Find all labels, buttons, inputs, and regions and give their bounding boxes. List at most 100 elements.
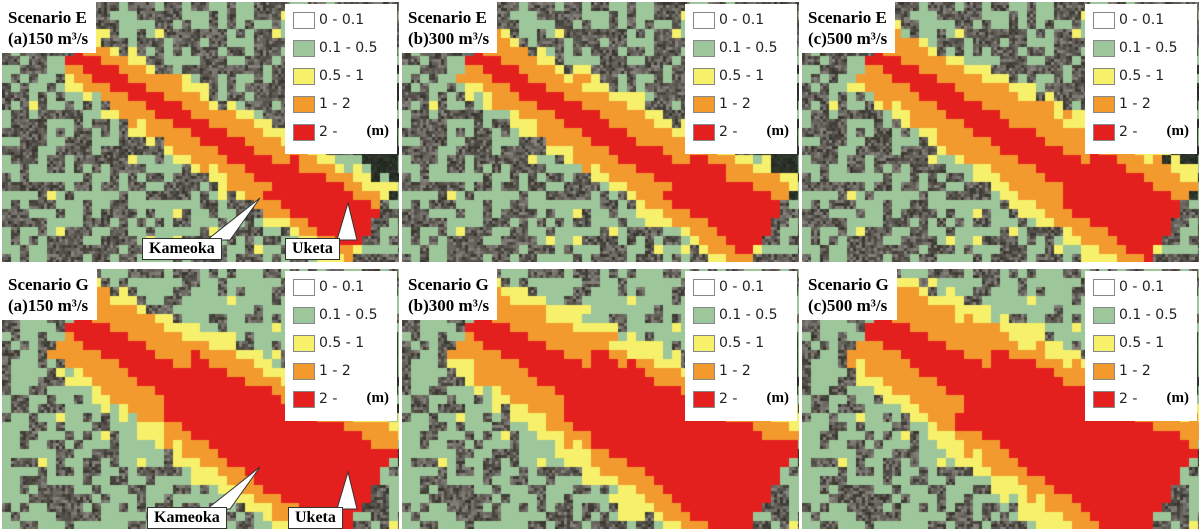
panel-title: Scenario G (a)150 m³/s [2, 269, 97, 320]
legend-label: 0.5 - 1 [1119, 68, 1165, 84]
legend-label: 0.1 - 0.5 [319, 40, 378, 56]
legend-label: 1 - 2 [1119, 96, 1151, 112]
legend-item: 2 - [693, 122, 737, 142]
kameoka-pointer [205, 197, 261, 241]
legend-item: 0.5 - 1 [1093, 66, 1164, 86]
discharge-label: (b)300 m³/s [408, 29, 490, 48]
legend-swatch [1093, 362, 1115, 380]
legend-swatch [693, 306, 715, 324]
legend-label: 0.1 - 0.5 [719, 307, 778, 323]
legend-swatch [293, 123, 315, 141]
legend-label: 2 - [1119, 124, 1138, 140]
legend-label: 2 - [319, 391, 338, 407]
legend-label: 0 - 0.1 [1119, 279, 1165, 295]
legend-swatch [693, 334, 715, 352]
legend-swatch [693, 278, 715, 296]
legend-swatch [293, 39, 315, 57]
depth-legend: 0 - 0.1 0.1 - 0.5 0.5 - 1 1 - 2 2 - (m) [1085, 271, 1197, 421]
uketa-pointer [336, 201, 358, 241]
depth-legend: 0 - 0.1 0.1 - 0.5 0.5 - 1 1 - 2 2 - (m) [285, 271, 397, 421]
uketa-label: Uketa [285, 238, 340, 260]
legend-label: 0.5 - 1 [719, 335, 765, 351]
legend-swatch [293, 390, 315, 408]
legend-label: 2 - [319, 124, 338, 140]
legend-item: 1 - 2 [293, 361, 351, 381]
uketa-pointer [336, 470, 358, 510]
map-panel-e-a: Scenario E (a)150 m³/s 0 - 0.1 0.1 - 0.5 0… [2, 2, 399, 262]
depth-legend: 0 - 0.1 0.1 - 0.5 0.5 - 1 1 - 2 2 - (m) [685, 4, 797, 154]
legend-swatch [693, 95, 715, 113]
legend-item: 0 - 0.1 [693, 10, 764, 30]
legend-label: 0.1 - 0.5 [719, 40, 778, 56]
legend-swatch [1093, 95, 1115, 113]
depth-legend: 0 - 0.1 0.1 - 0.5 0.5 - 1 1 - 2 2 - (m) [685, 271, 797, 421]
legend-item: 0 - 0.1 [693, 277, 764, 297]
legend-item: 0.1 - 0.5 [293, 38, 377, 58]
legend-label: 0 - 0.1 [719, 279, 765, 295]
legend-label: 0.5 - 1 [1119, 335, 1165, 351]
legend-unit: (m) [1166, 123, 1190, 139]
legend-label: 0.5 - 1 [719, 68, 765, 84]
panel-title: Scenario E (b)300 m³/s [402, 2, 498, 53]
legend-swatch [1093, 67, 1115, 85]
legend-item: 2 - [1093, 122, 1137, 142]
uketa-label: Uketa [288, 507, 343, 529]
legend-item: 1 - 2 [1093, 361, 1151, 381]
discharge-label: (a)150 m³/s [8, 29, 89, 48]
legend-item: 0 - 0.1 [293, 277, 364, 297]
legend-swatch [693, 123, 715, 141]
legend-swatch [1093, 123, 1115, 141]
legend-label: 0 - 0.1 [719, 12, 765, 28]
legend-swatch [693, 67, 715, 85]
legend-item: 0.5 - 1 [693, 66, 764, 86]
map-panel-g-b: Scenario G (b)300 m³/s 0 - 0.1 0.1 - 0.5 0… [402, 269, 799, 529]
legend-label: 0.1 - 0.5 [1119, 40, 1178, 56]
place-pointers [205, 466, 358, 510]
legend-label: 2 - [719, 124, 738, 140]
legend-label: 1 - 2 [319, 363, 351, 379]
legend-unit: (m) [1166, 390, 1190, 406]
legend-swatch [293, 11, 315, 29]
legend-swatch [1093, 278, 1115, 296]
legend-label: 1 - 2 [319, 96, 351, 112]
discharge-label: (b)300 m³/s [408, 296, 490, 315]
legend-item: 0.1 - 0.5 [693, 38, 777, 58]
legend-swatch [293, 306, 315, 324]
legend-swatch [293, 362, 315, 380]
legend-swatch [693, 362, 715, 380]
legend-label: 0.1 - 0.5 [319, 307, 378, 323]
depth-legend: 0 - 0.1 0.1 - 0.5 0.5 - 1 1 - 2 2 - (m) [285, 4, 397, 154]
scenario-label: Scenario G [808, 275, 889, 294]
scenario-label: Scenario G [8, 275, 89, 294]
legend-unit: (m) [766, 123, 790, 139]
panel-title: Scenario E (c)500 m³/s [802, 2, 896, 53]
legend-item: 0.5 - 1 [293, 333, 364, 353]
legend-swatch [693, 390, 715, 408]
legend-item: 2 - [1093, 389, 1137, 409]
legend-swatch [1093, 334, 1115, 352]
legend-label: 0 - 0.1 [1119, 12, 1165, 28]
legend-swatch [693, 39, 715, 57]
legend-label: 2 - [1119, 391, 1138, 407]
legend-item: 0.1 - 0.5 [293, 305, 377, 325]
legend-label: 0.1 - 0.5 [1119, 307, 1178, 323]
kameoka-pointer [205, 466, 261, 510]
legend-label: 1 - 2 [719, 96, 751, 112]
legend-swatch [293, 278, 315, 296]
legend-unit: (m) [366, 123, 390, 139]
legend-label: 0 - 0.1 [319, 12, 365, 28]
panel-title: Scenario E (a)150 m³/s [2, 2, 97, 53]
scenario-label: Scenario E [8, 8, 87, 27]
legend-swatch [1093, 11, 1115, 29]
legend-item: 0.5 - 1 [693, 333, 764, 353]
legend-swatch [1093, 39, 1115, 57]
legend-label: 0.5 - 1 [319, 335, 365, 351]
legend-item: 2 - [293, 389, 337, 409]
discharge-label: (c)500 m³/s [808, 29, 888, 48]
legend-label: 1 - 2 [1119, 363, 1151, 379]
legend-item: 0.5 - 1 [293, 66, 364, 86]
legend-swatch [1093, 390, 1115, 408]
legend-item: 0.5 - 1 [1093, 333, 1164, 353]
scenario-label: Scenario E [808, 8, 887, 27]
map-panel-e-c: Scenario E (c)500 m³/s 0 - 0.1 0.1 - 0.5 0… [802, 2, 1199, 262]
